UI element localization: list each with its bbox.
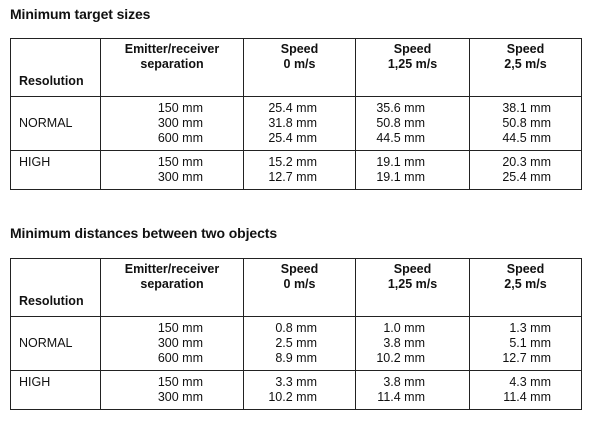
header-resolution: Resolution [10, 38, 101, 97]
speed-0-cell: 25.4 mm 31.8 mm 25.4 mm [243, 96, 356, 151]
speed-1-cell: 35.6 mm 50.8 mm 44.5 mm [355, 96, 470, 151]
header-speed-1: Speed 1,25 m/s [355, 38, 470, 97]
speed-0-cell: 3.3 mm 10.2 mm [243, 370, 356, 410]
table-title-target-sizes: Minimum target sizes [10, 6, 151, 22]
speed-0-cell: 15.2 mm 12.7 mm [243, 150, 356, 190]
row-label: NORMAL [10, 96, 101, 151]
header-resolution: Resolution [10, 258, 101, 317]
row-label: HIGH [10, 370, 101, 410]
row-label: HIGH [10, 150, 101, 190]
speed-2-cell: 20.3 mm 25.4 mm [469, 150, 582, 190]
row-label: NORMAL [10, 316, 101, 371]
header-speed-2: Speed 2,5 m/s [469, 258, 582, 317]
table-header-row: Resolution Emitter/receiver separation Sp… [10, 38, 582, 97]
separation-cell: 150 mm 300 mm [100, 370, 244, 410]
table-row-group-high: HIGH 150 mm 300 mm 15.2 mm 12.7 mm 19.1 mm… [10, 150, 582, 190]
table-row-group-normal: NORMAL 150 mm 300 mm 600 mm 25.4 mm 31.8 mm… [10, 96, 582, 151]
speed-1-cell: 3.8 mm 11.4 mm [355, 370, 470, 410]
speed-1-cell: 19.1 mm 19.1 mm [355, 150, 470, 190]
table-title-min-distances: Minimum distances between two objects [10, 225, 278, 241]
header-speed-0: Speed 0 m/s [243, 38, 356, 97]
speed-0-cell: 0.8 mm 2.5 mm 8.9 mm [243, 316, 356, 371]
table-row-group-high: HIGH 150 mm 300 mm 3.3 mm 10.2 mm 3.8 mm 11… [10, 370, 582, 410]
speed-1-cell: 1.0 mm 3.8 mm 10.2 mm [355, 316, 470, 371]
separation-cell: 150 mm 300 mm 600 mm [100, 316, 244, 371]
min-distances-table: Resolution Emitter/receiver separation Sp… [10, 258, 582, 410]
speed-2-cell: 4.3 mm 11.4 mm [469, 370, 582, 410]
separation-cell: 150 mm 300 mm 600 mm [100, 96, 244, 151]
header-separation: Emitter/receiver separation [100, 258, 244, 317]
table-row-group-normal: NORMAL 150 mm 300 mm 600 mm 0.8 mm 2.5 mm 8.… [10, 316, 582, 371]
header-speed-2: Speed 2,5 m/s [469, 38, 582, 97]
header-speed-1: Speed 1,25 m/s [355, 258, 470, 317]
table-header-row: Resolution Emitter/receiver separation Sp… [10, 258, 582, 317]
speed-2-cell: 38.1 mm 50.8 mm 44.5 mm [469, 96, 582, 151]
separation-cell: 150 mm 300 mm [100, 150, 244, 190]
header-speed-0: Speed 0 m/s [243, 258, 356, 317]
header-separation: Emitter/receiver separation [100, 38, 244, 97]
speed-2-cell: 1.3 mm 5.1 mm 12.7 mm [469, 316, 582, 371]
target-sizes-table: Resolution Emitter/receiver separation Sp… [10, 38, 582, 190]
